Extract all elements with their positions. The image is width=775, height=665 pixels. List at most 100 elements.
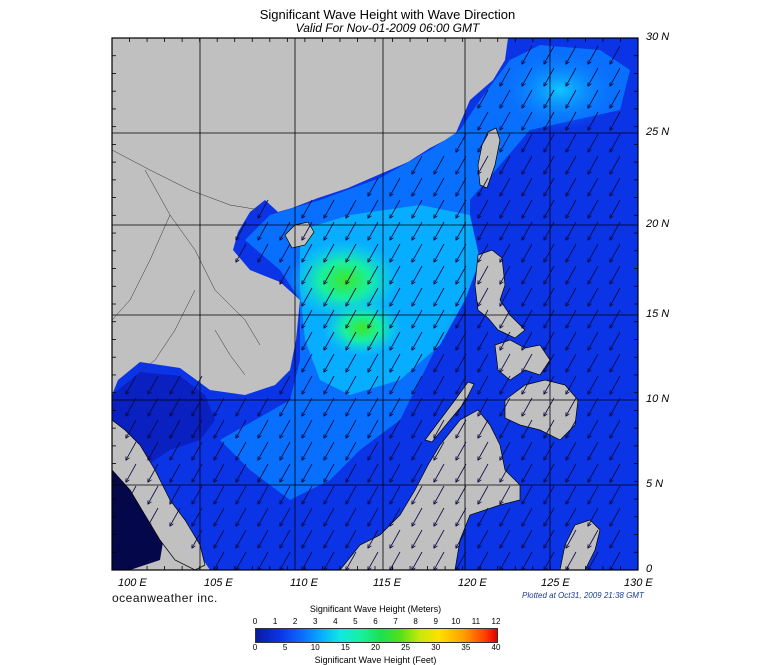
wave-direction-arrow <box>478 111 489 130</box>
wave-direction-arrow <box>192 375 203 394</box>
wave-direction-arrow <box>412 155 423 174</box>
wave-direction-arrow <box>588 199 599 218</box>
wave-direction-arrow <box>214 485 225 504</box>
wave-direction-arrow <box>324 485 335 504</box>
wave-direction-arrow <box>522 89 533 108</box>
wave-direction-arrow <box>324 243 335 262</box>
wave-direction-arrow <box>522 177 533 196</box>
wave-direction-arrow <box>412 309 423 328</box>
wave-direction-arrow <box>280 463 291 482</box>
wave-direction-arrow <box>434 309 445 328</box>
wave-direction-arrow <box>588 331 599 350</box>
meters-tick-label: 1 <box>272 617 278 626</box>
color-scale-bar <box>255 628 498 643</box>
wave-direction-arrow <box>434 375 445 394</box>
wave-direction-arrow <box>544 331 555 350</box>
wave-direction-arrow <box>522 419 533 438</box>
wave-direction-arrow <box>500 133 511 152</box>
wave-direction-arrow <box>412 419 423 438</box>
wave-direction-arrow <box>610 375 621 394</box>
wave-direction-arrow <box>302 331 313 350</box>
wave-direction-arrow <box>280 375 291 394</box>
wave-direction-arrow <box>588 133 599 152</box>
wave-direction-arrow <box>170 397 181 416</box>
wave-direction-arrow <box>390 177 401 196</box>
wave-direction-arrow <box>522 221 533 240</box>
wave-direction-arrow <box>522 331 533 350</box>
wave-direction-arrow <box>258 551 269 570</box>
wave-direction-arrow <box>214 441 225 460</box>
wave-direction-arrow <box>302 287 313 306</box>
wave-direction-arrow <box>258 441 269 460</box>
wave-direction-arrow <box>390 243 401 262</box>
wave-direction-arrow <box>610 441 621 460</box>
wave-direction-arrow <box>500 397 511 416</box>
wave-direction-arrow <box>368 331 379 350</box>
wave-direction-arrow <box>478 309 489 328</box>
wave-direction-arrow <box>610 287 621 306</box>
wave-direction-arrow <box>390 463 401 482</box>
meters-tick-label: 9 <box>433 617 438 626</box>
lat-label-30n: 30 N <box>646 31 670 43</box>
wave-direction-arrow <box>522 309 533 328</box>
wave-direction-arrow <box>434 221 445 240</box>
wave-direction-arrow <box>588 155 599 174</box>
wave-direction-arrow <box>236 463 247 482</box>
brand-logo-text: oceanweather inc. <box>112 591 218 605</box>
wave-direction-arrow <box>302 265 313 284</box>
wave-direction-arrow <box>324 463 335 482</box>
meters-tick-label: 2 <box>292 617 298 626</box>
lat-label-20n: 20 N <box>646 218 670 230</box>
wave-direction-arrow <box>500 287 511 306</box>
wave-direction-arrow <box>368 309 379 328</box>
wave-direction-arrow <box>500 529 511 548</box>
wave-direction-arrow <box>412 507 423 526</box>
wave-direction-arrow <box>588 243 599 262</box>
wave-direction-arrow <box>302 463 313 482</box>
wave-direction-arrow <box>588 353 599 372</box>
wave-direction-arrow <box>126 397 137 416</box>
wave-direction-arrow <box>456 375 467 394</box>
wave-direction-arrow <box>390 419 401 438</box>
wave-direction-arrow <box>346 287 357 306</box>
wave-direction-arrow <box>544 45 555 64</box>
wave-direction-arrow <box>280 221 291 240</box>
wave-direction-arrow <box>500 89 511 108</box>
wave-direction-arrow <box>456 485 467 504</box>
wave-direction-arrow <box>588 177 599 196</box>
wave-direction-arrow <box>148 375 159 394</box>
wave-direction-arrow <box>280 265 291 284</box>
wave-direction-arrow <box>346 551 357 570</box>
wave-direction-arrow <box>258 463 269 482</box>
wave-direction-arrow <box>610 265 621 284</box>
wave-direction-arrow <box>588 89 599 108</box>
wave-direction-arrow <box>434 199 445 218</box>
wave-direction-arrow <box>566 111 577 130</box>
wave-direction-arrow <box>412 551 423 570</box>
wave-direction-arrow <box>214 551 225 570</box>
wave-direction-arrow <box>412 353 423 372</box>
wave-direction-arrow <box>588 529 599 548</box>
malay-peninsula <box>112 419 206 570</box>
wave-direction-arrow <box>126 485 137 504</box>
wave-direction-arrow <box>324 221 335 240</box>
lat-label-10n: 10 N <box>646 393 670 405</box>
wave-direction-arrow <box>500 199 511 218</box>
wave-direction-arrow <box>500 177 511 196</box>
feet-tick-label: 40 <box>491 643 501 652</box>
meters-tick-label: 0 <box>252 617 258 626</box>
wave-direction-arrow <box>478 89 489 108</box>
wave-direction-arrow <box>390 331 401 350</box>
wave-direction-arrow <box>478 133 489 152</box>
wave-direction-arrow <box>500 243 511 262</box>
wave-direction-arrow <box>236 441 247 460</box>
wave-direction-arrow <box>544 67 555 86</box>
wave-direction-arrow <box>324 551 335 570</box>
wave-direction-arrow <box>412 243 423 262</box>
wave-direction-arrow <box>280 529 291 548</box>
wave-direction-arrow <box>610 353 621 372</box>
wave-direction-arrow <box>126 463 137 482</box>
wave-direction-arrow <box>214 529 225 548</box>
wave-direction-arrow <box>412 463 423 482</box>
